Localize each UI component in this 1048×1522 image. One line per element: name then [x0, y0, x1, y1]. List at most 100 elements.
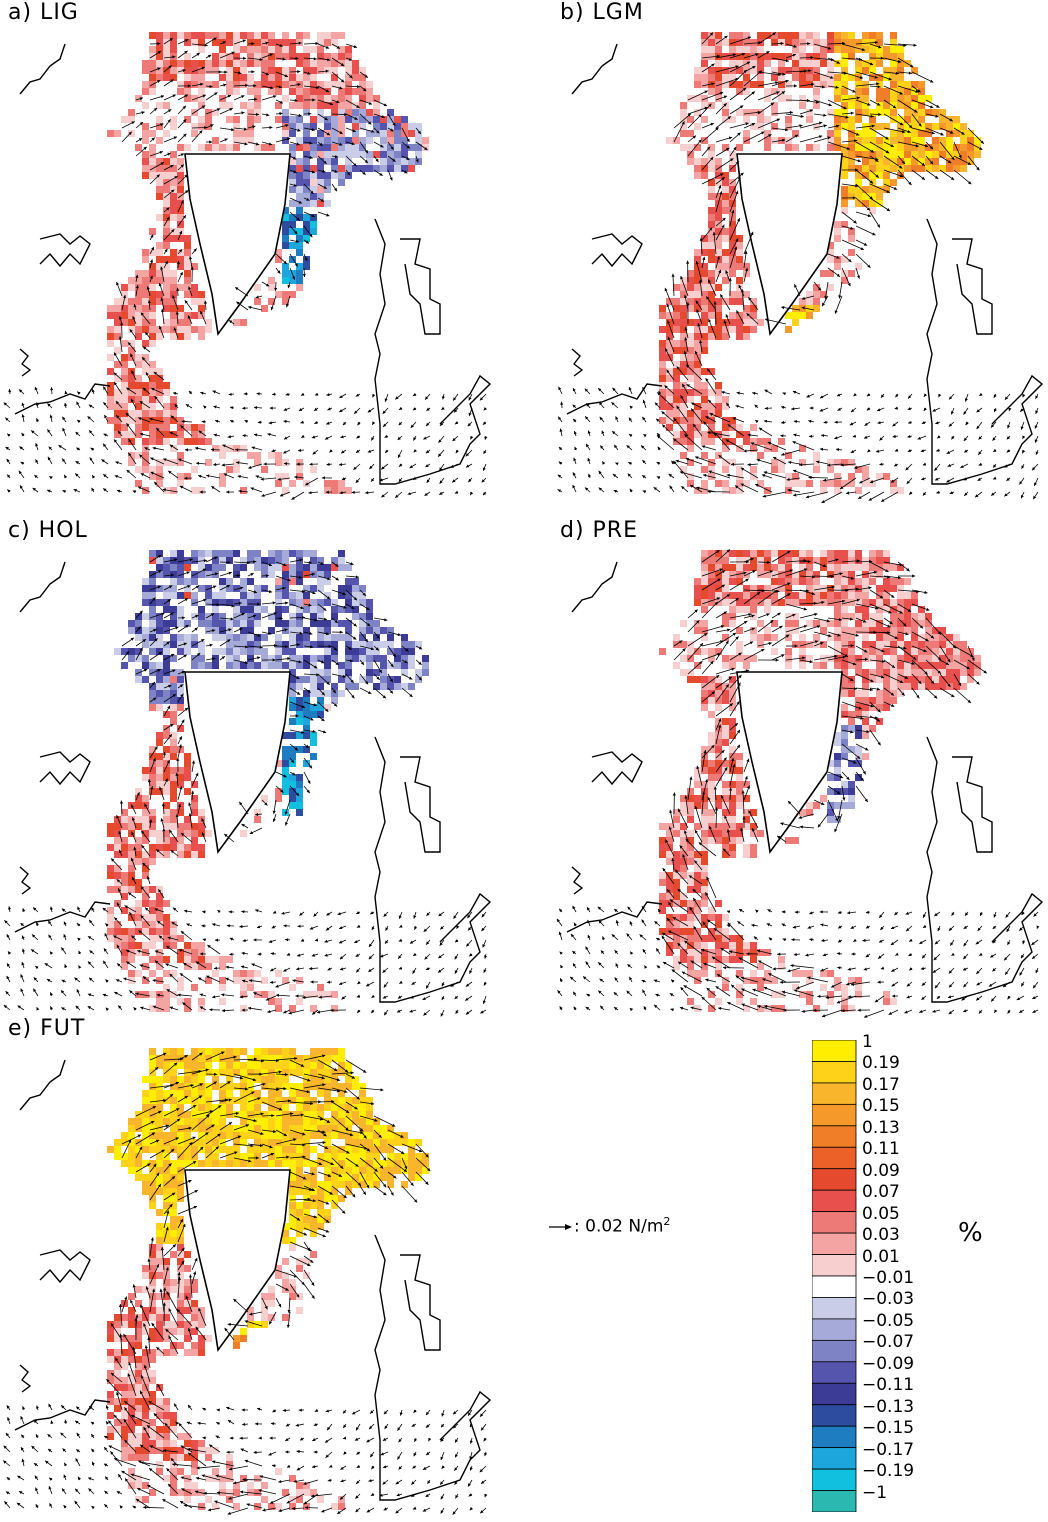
- stress-arrowhead: [64, 402, 68, 407]
- anomaly-cell: [156, 732, 163, 739]
- stress-arrowhead: [221, 463, 225, 467]
- anomaly-cell: [247, 39, 254, 46]
- stress-arrowhead: [793, 420, 797, 424]
- anomaly-cell: [254, 606, 261, 613]
- anomaly-cell: [289, 158, 296, 165]
- anomaly-cell: [324, 480, 331, 487]
- anomaly-cell: [848, 137, 855, 144]
- anomaly-cell: [883, 88, 890, 95]
- stress-arrowhead: [673, 438, 677, 442]
- stress-arrowhead: [811, 82, 815, 86]
- anomaly-cell: [149, 606, 156, 613]
- stress-arrowhead: [780, 434, 784, 438]
- stress-arrowhead: [860, 247, 864, 250]
- anomaly-cell: [184, 963, 191, 970]
- stress-arrowhead: [866, 407, 871, 411]
- stress-arrowhead: [158, 282, 162, 287]
- stress-arrowhead: [277, 477, 281, 481]
- anomaly-cell: [862, 193, 869, 200]
- anomaly-cell: [254, 459, 261, 466]
- anomaly-cell: [296, 235, 303, 242]
- stress-arrowhead: [785, 128, 789, 132]
- stress-arrowhead: [20, 485, 23, 489]
- anomaly-cell: [701, 165, 708, 172]
- anomaly-cell: [827, 130, 834, 137]
- stress-arrowhead: [114, 475, 118, 478]
- stress-arrowhead: [681, 121, 685, 125]
- anomaly-cell: [834, 263, 841, 270]
- stress-arrowhead: [314, 407, 318, 411]
- anomaly-cell: [380, 669, 387, 676]
- anomaly-cell: [310, 102, 317, 109]
- stress-arrowhead: [743, 69, 747, 74]
- stress-arrowhead: [118, 336, 122, 340]
- anomaly-cell: [303, 165, 310, 172]
- anomaly-cell: [310, 753, 317, 760]
- anomaly-cell: [156, 256, 163, 263]
- stress-arrowhead: [850, 111, 854, 115]
- stress-arrowhead: [809, 406, 813, 410]
- anomaly-cell: [310, 704, 317, 711]
- anomaly-cell: [128, 816, 135, 823]
- stress-arrowhead: [153, 371, 158, 375]
- stress-arrowhead: [794, 134, 799, 138]
- anomaly-cell: [282, 564, 289, 571]
- stress-arrowhead: [139, 401, 144, 405]
- anomaly-cell: [778, 459, 785, 466]
- anomaly-cell: [359, 102, 366, 109]
- anomaly-cell: [289, 746, 296, 753]
- anomaly-cell: [338, 165, 345, 172]
- stress-arrowhead: [375, 158, 379, 162]
- anomaly-cell: [827, 67, 834, 74]
- anomaly-cell: [296, 193, 303, 200]
- anomaly-cell: [191, 809, 198, 816]
- stress-arrowhead: [404, 170, 408, 174]
- anomaly-cell: [191, 263, 198, 270]
- anomaly-cell: [359, 627, 366, 634]
- stress-arrowhead: [888, 77, 892, 81]
- stress-arrowhead: [242, 434, 246, 438]
- stress-arrowhead: [708, 399, 712, 404]
- anomaly-cell: [261, 46, 268, 53]
- anomaly-cell: [729, 193, 736, 200]
- anomaly-field: [107, 550, 429, 1012]
- stress-arrowhead: [902, 130, 906, 134]
- stress-arrowhead: [75, 473, 79, 477]
- stress-arrowhead: [454, 409, 458, 413]
- anomaly-cell: [359, 144, 366, 151]
- stress-arrowhead: [103, 488, 107, 492]
- anomaly-cell: [401, 137, 408, 144]
- stress-arrowhead: [325, 45, 330, 49]
- anomaly-cell: [198, 144, 205, 151]
- anomaly-cell: [296, 263, 303, 270]
- anomaly-cell: [701, 480, 708, 487]
- anomaly-cell: [694, 256, 701, 263]
- anomaly-cell: [149, 641, 156, 648]
- anomaly-cell: [240, 60, 247, 67]
- anomaly-cell: [219, 550, 226, 557]
- anomaly-cell: [855, 466, 862, 473]
- stress-arrowhead: [268, 421, 272, 425]
- anomaly-cell: [191, 844, 198, 851]
- anomaly-cell: [869, 109, 876, 116]
- anomaly-cell: [897, 144, 904, 151]
- stress-arrowhead: [238, 71, 242, 75]
- stress-arrow: [750, 442, 773, 451]
- anomaly-cell: [394, 130, 401, 137]
- anomaly-cell: [142, 585, 149, 592]
- stress-arrow: [679, 471, 703, 479]
- anomaly-cell: [212, 32, 219, 39]
- anomaly-cell: [212, 970, 219, 977]
- anomaly-cell: [135, 676, 142, 683]
- stress-arrowhead: [187, 315, 191, 319]
- stress-arrowhead: [341, 450, 345, 454]
- stress-arrowhead: [130, 353, 134, 357]
- stress-arrowhead: [761, 131, 765, 135]
- stress-arrowhead: [160, 162, 164, 166]
- stress-arrowhead: [857, 159, 861, 163]
- stress-arrowhead: [413, 449, 417, 453]
- anomaly-cell: [366, 620, 373, 627]
- stress-arrowhead: [848, 258, 852, 263]
- anomaly-cell: [359, 123, 366, 130]
- anomaly-cell: [380, 151, 387, 158]
